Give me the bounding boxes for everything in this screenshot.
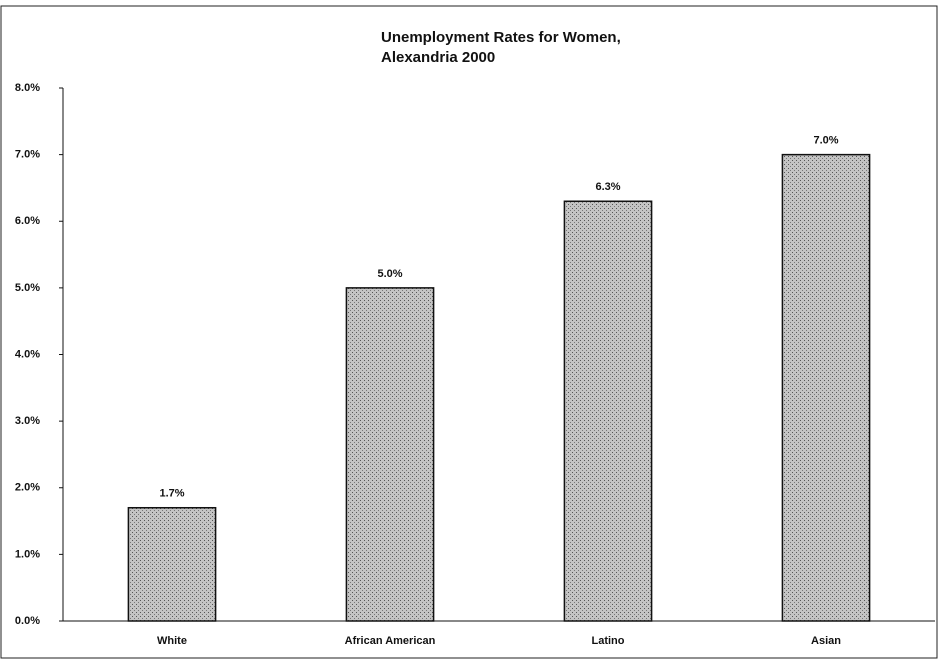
x-tick-label: Latino — [592, 635, 625, 647]
x-tick-label: Asian — [811, 635, 841, 647]
frame — [0, 5, 938, 659]
y-tick-label: 5.0% — [15, 282, 40, 294]
y-tick-label: 7.0% — [15, 149, 40, 161]
data-label: 1.7% — [159, 488, 184, 500]
y-tick-label: 2.0% — [15, 482, 40, 494]
x-tick-label: White — [157, 635, 187, 647]
x-tick-label: African American — [345, 635, 436, 647]
y-tick-label: 0.0% — [15, 615, 40, 627]
y-tick-label: 3.0% — [15, 415, 40, 427]
data-label: 7.0% — [813, 135, 838, 147]
bar — [127, 506, 217, 622]
bar — [563, 200, 653, 622]
bar — [781, 153, 871, 622]
y-tick-label: 1.0% — [15, 548, 40, 560]
data-label: 5.0% — [377, 268, 402, 280]
y-tick-label: 4.0% — [15, 348, 40, 360]
bar — [345, 287, 435, 622]
y-tick-label: 8.0% — [15, 82, 40, 94]
y-tick-label: 6.0% — [15, 215, 40, 227]
chart-title: Alexandria 2000 — [381, 49, 495, 66]
chart-title: Unemployment Rates for Women, — [381, 29, 621, 46]
data-label: 6.3% — [595, 181, 620, 193]
